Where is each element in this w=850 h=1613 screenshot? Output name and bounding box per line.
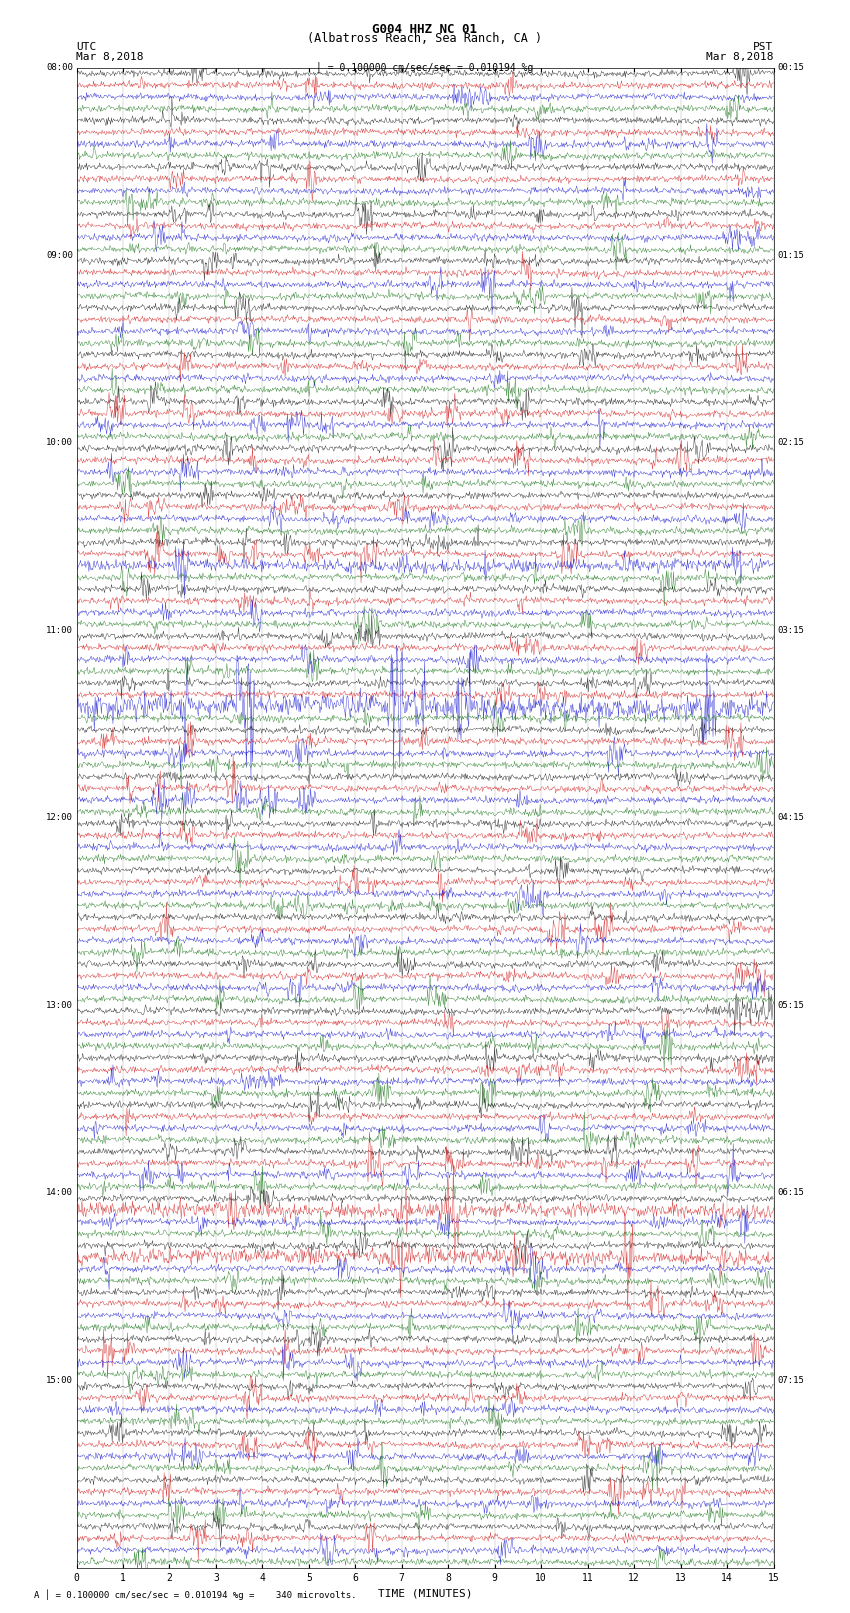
- Text: 05:15: 05:15: [777, 1000, 804, 1010]
- Text: 14:00: 14:00: [46, 1189, 73, 1197]
- Text: 10:00: 10:00: [46, 439, 73, 447]
- Text: 09:00: 09:00: [46, 250, 73, 260]
- Text: 07:15: 07:15: [777, 1376, 804, 1386]
- Text: 12:00: 12:00: [46, 813, 73, 823]
- Text: A │ = 0.100000 cm/sec/sec = 0.010194 %g =    340 microvolts.: A │ = 0.100000 cm/sec/sec = 0.010194 %g …: [34, 1589, 356, 1600]
- Text: 02:15: 02:15: [777, 439, 804, 447]
- Text: 08:00: 08:00: [46, 63, 73, 73]
- Text: Mar 8,2018: Mar 8,2018: [706, 52, 774, 61]
- Text: 04:15: 04:15: [777, 813, 804, 823]
- Text: │ = 0.100000 cm/sec/sec = 0.010194 %g: │ = 0.100000 cm/sec/sec = 0.010194 %g: [316, 61, 534, 73]
- Text: PST: PST: [753, 42, 774, 52]
- Text: 03:15: 03:15: [777, 626, 804, 636]
- Text: (Albatross Reach, Sea Ranch, CA ): (Albatross Reach, Sea Ranch, CA ): [308, 32, 542, 45]
- Text: UTC: UTC: [76, 42, 97, 52]
- Text: G004 HHZ NC 01: G004 HHZ NC 01: [372, 23, 478, 35]
- Text: 11:00: 11:00: [46, 626, 73, 636]
- Text: 01:15: 01:15: [777, 250, 804, 260]
- Text: Mar 8,2018: Mar 8,2018: [76, 52, 144, 61]
- Text: 06:15: 06:15: [777, 1189, 804, 1197]
- Text: 13:00: 13:00: [46, 1000, 73, 1010]
- Text: 15:00: 15:00: [46, 1376, 73, 1386]
- Text: 00:15: 00:15: [777, 63, 804, 73]
- X-axis label: TIME (MINUTES): TIME (MINUTES): [377, 1589, 473, 1598]
